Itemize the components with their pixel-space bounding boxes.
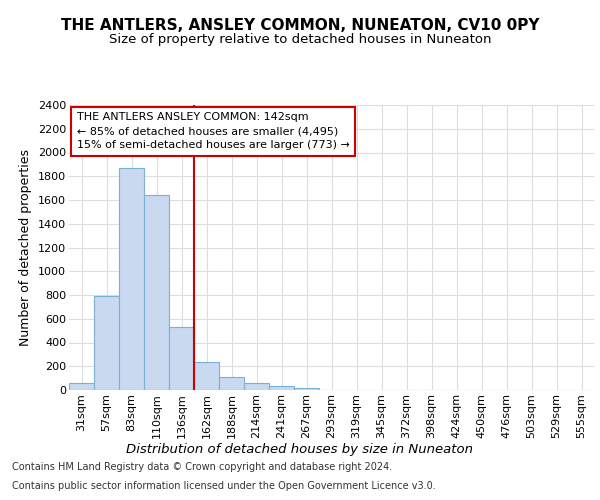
Text: Distribution of detached houses by size in Nuneaton: Distribution of detached houses by size …: [127, 442, 473, 456]
Bar: [169, 327, 194, 390]
Bar: [244, 383, 269, 390]
Text: Contains public sector information licensed under the Open Government Licence v3: Contains public sector information licen…: [12, 481, 436, 491]
Text: Contains HM Land Registry data © Crown copyright and database right 2024.: Contains HM Land Registry data © Crown c…: [12, 462, 392, 472]
Bar: [219, 377, 244, 390]
Bar: [69, 383, 94, 390]
Text: Size of property relative to detached houses in Nuneaton: Size of property relative to detached ho…: [109, 32, 491, 46]
Bar: [94, 296, 119, 390]
Bar: [294, 388, 319, 390]
Bar: [119, 168, 144, 390]
Bar: [194, 362, 219, 390]
Text: THE ANTLERS ANSLEY COMMON: 142sqm
← 85% of detached houses are smaller (4,495)
1: THE ANTLERS ANSLEY COMMON: 142sqm ← 85% …: [77, 112, 350, 150]
Text: THE ANTLERS, ANSLEY COMMON, NUNEATON, CV10 0PY: THE ANTLERS, ANSLEY COMMON, NUNEATON, CV…: [61, 18, 539, 32]
Y-axis label: Number of detached properties: Number of detached properties: [19, 149, 32, 346]
Bar: [269, 386, 294, 390]
Bar: [144, 195, 169, 390]
